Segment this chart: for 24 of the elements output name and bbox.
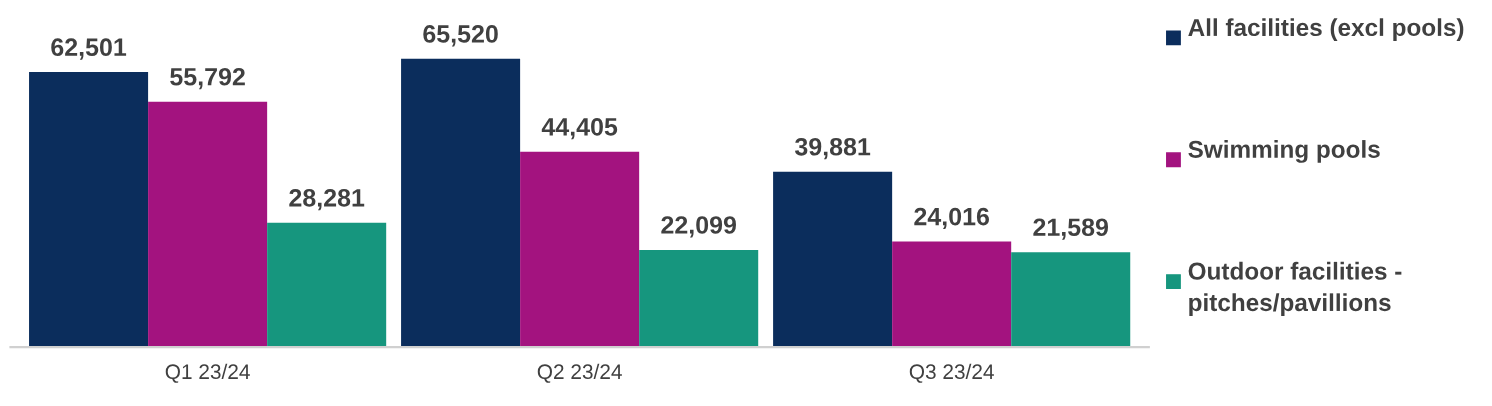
data-label: 62,501 xyxy=(51,38,127,60)
bar xyxy=(267,222,387,348)
data-label: 39,881 xyxy=(794,137,871,160)
x-tick-label: Q2 23/24 xyxy=(537,363,622,383)
legend-label: All facilities (excl pools) xyxy=(1188,18,1464,41)
data-label: 24,016 xyxy=(914,207,989,230)
bar xyxy=(773,171,893,348)
bar xyxy=(401,58,521,348)
bar xyxy=(1011,252,1131,348)
bar xyxy=(520,151,640,348)
data-label: 22,099 xyxy=(661,216,736,238)
bar xyxy=(892,241,1012,348)
data-label: 65,520 xyxy=(423,25,498,47)
x-tick-label: Q3 23/24 xyxy=(909,363,994,383)
data-label: 21,589 xyxy=(1033,218,1109,240)
bar xyxy=(148,101,268,348)
data-label: 55,792 xyxy=(170,67,245,90)
legend-label: Swimming pools xyxy=(1188,140,1380,163)
x-tick-label: Q1 23/24 xyxy=(165,363,250,383)
data-label: 28,281 xyxy=(289,188,365,211)
data-label: 44,405 xyxy=(541,117,618,140)
bar xyxy=(639,249,759,348)
bar xyxy=(29,72,149,348)
legend-label: Outdoor facilities - pitches/pavillions xyxy=(1188,261,1402,316)
